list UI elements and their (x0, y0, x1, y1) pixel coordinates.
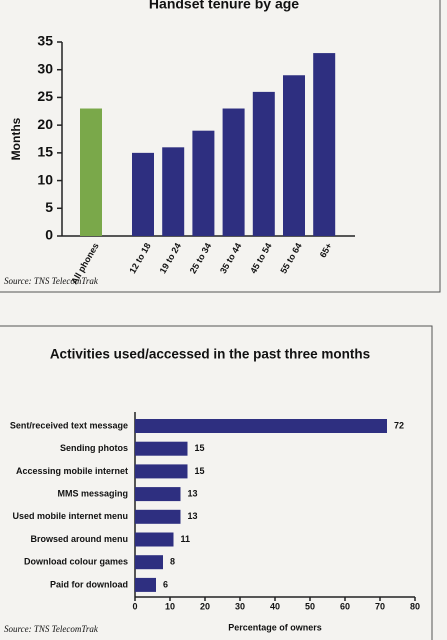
bar (222, 108, 245, 236)
x-tick-label: 70 (375, 601, 385, 611)
bar (135, 555, 163, 570)
bar (135, 509, 181, 524)
value-label: 15 (195, 443, 205, 453)
category-label: Sent/received text message (10, 420, 128, 430)
bar (313, 53, 336, 237)
value-label: 6 (163, 579, 168, 589)
value-label: 72 (394, 420, 404, 430)
x-tick-label: 20 (200, 601, 210, 611)
chart-title: Handset tenure by age (149, 0, 299, 12)
bar (135, 577, 156, 592)
category-label: Sending photos (60, 443, 128, 453)
category-label: Download colour games (24, 557, 128, 567)
bar (80, 108, 102, 236)
bar (135, 441, 188, 456)
x-tick-label: 50 (305, 601, 315, 611)
value-label: 15 (195, 466, 205, 476)
y-tick-label: 25 (37, 88, 53, 104)
category-label: Used mobile internet menu (12, 511, 128, 521)
y-tick-label: 10 (37, 171, 53, 187)
x-tick-label: 30 (235, 601, 245, 611)
bar (162, 147, 185, 236)
value-label: 11 (181, 534, 191, 544)
value-label: 13 (188, 511, 198, 521)
y-axis-label: Months (9, 117, 23, 160)
x-tick-label: 80 (410, 601, 420, 611)
category-label: Browsed around menu (30, 534, 128, 544)
category-label: MMS messaging (57, 488, 128, 498)
chart-title: Activities used/accessed in the past thr… (50, 347, 370, 362)
bar (135, 487, 181, 502)
x-tick-label: 0 (132, 601, 137, 611)
category-label: Accessing mobile internet (16, 466, 128, 476)
x-axis-label: Percentage of owners (228, 622, 322, 632)
value-label: 13 (188, 488, 198, 498)
frame (0, 325, 433, 640)
source: Source: TNS TelecomTrak (4, 624, 99, 634)
x-tick-label: 40 (270, 601, 280, 611)
y-tick-label: 20 (37, 116, 53, 132)
bar (135, 464, 188, 479)
y-tick-label: 5 (45, 199, 53, 215)
y-tick-label: 15 (37, 144, 53, 160)
bar (132, 152, 154, 236)
frame (0, 0, 441, 293)
y-tick-label: 0 (45, 227, 53, 243)
bar (192, 130, 215, 236)
bar (283, 75, 305, 236)
x-tick-label: 10 (165, 601, 175, 611)
source: Source: TNS TelecomTrak (4, 276, 99, 286)
bar (135, 419, 387, 433)
value-label: 8 (170, 557, 175, 567)
category-label: Paid for download (50, 579, 128, 589)
bar (135, 532, 174, 547)
bar (252, 91, 275, 236)
y-tick-label: 35 (37, 33, 53, 49)
x-tick-label: 60 (340, 601, 350, 611)
y-tick-label: 30 (37, 60, 53, 76)
